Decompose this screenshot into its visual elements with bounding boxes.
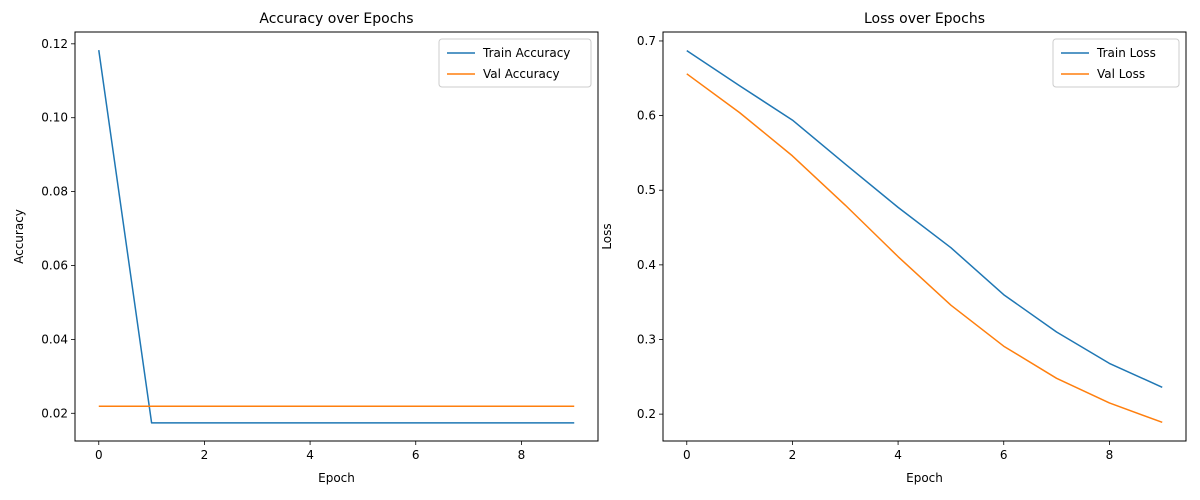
y-tick-label: 0.08 — [41, 185, 68, 199]
plot-frame — [74, 31, 599, 442]
x-axis-label: Epoch — [318, 471, 355, 485]
y-tick-label: 0.06 — [41, 259, 68, 273]
plot-frame — [662, 31, 1187, 442]
series-line-1 — [98, 49, 575, 424]
x-tick-label: 2 — [789, 448, 797, 462]
x-tick-label: 0 — [95, 448, 103, 462]
legend-label-2: Val Accuracy — [483, 67, 560, 81]
x-tick-label: 6 — [1000, 448, 1008, 462]
y-tick-label: 0.6 — [637, 109, 656, 123]
legend-box — [438, 38, 592, 88]
y-axis-label: Accuracy — [12, 209, 26, 264]
series-line-1 — [686, 50, 1163, 388]
series-line-2 — [686, 73, 1163, 424]
legend: Train Accuracy Val Accuracy — [438, 38, 592, 88]
y-tick-label: 0.7 — [637, 34, 656, 48]
x-tick-label: 4 — [306, 448, 314, 462]
y-tick-label: 0.4 — [637, 258, 656, 272]
y-tick-label: 0.04 — [41, 332, 68, 346]
legend-label-2: Val Loss — [1097, 67, 1145, 81]
loss-chart: Loss over Epochs 0 2 4 6 8 0.2 0.3 0.4 0.5 0.6 0.7 E… — [600, 11, 1187, 485]
y-tick-label: 0.5 — [637, 183, 656, 197]
x-tick-label: 2 — [201, 448, 209, 462]
legend-label-1: Train Loss — [1096, 46, 1156, 60]
y-tick-label: 0.10 — [41, 111, 68, 125]
x-tick-label: 4 — [894, 448, 902, 462]
y-tick-label: 0.3 — [637, 332, 656, 346]
x-axis-label: Epoch — [906, 471, 943, 485]
y-tick-label: 0.12 — [41, 37, 68, 51]
chart-title: Accuracy over Epochs — [259, 11, 413, 27]
legend-label-1: Train Accuracy — [482, 46, 570, 60]
x-tick-label: 6 — [412, 448, 420, 462]
y-tick-label: 0.2 — [637, 407, 656, 421]
accuracy-chart: Accuracy over Epochs 0 2 4 6 8 0.02 0.04 0.06 0.0… — [12, 11, 599, 485]
y-axis-label: Loss — [600, 223, 614, 249]
legend-box — [1052, 38, 1180, 88]
legend: Train Loss Val Loss — [1052, 38, 1180, 88]
chart-title: Loss over Epochs — [864, 11, 985, 27]
y-tick-label: 0.02 — [41, 406, 68, 420]
x-tick-label: 8 — [1106, 448, 1114, 462]
x-tick-label: 8 — [518, 448, 526, 462]
x-tick-label: 0 — [683, 448, 691, 462]
